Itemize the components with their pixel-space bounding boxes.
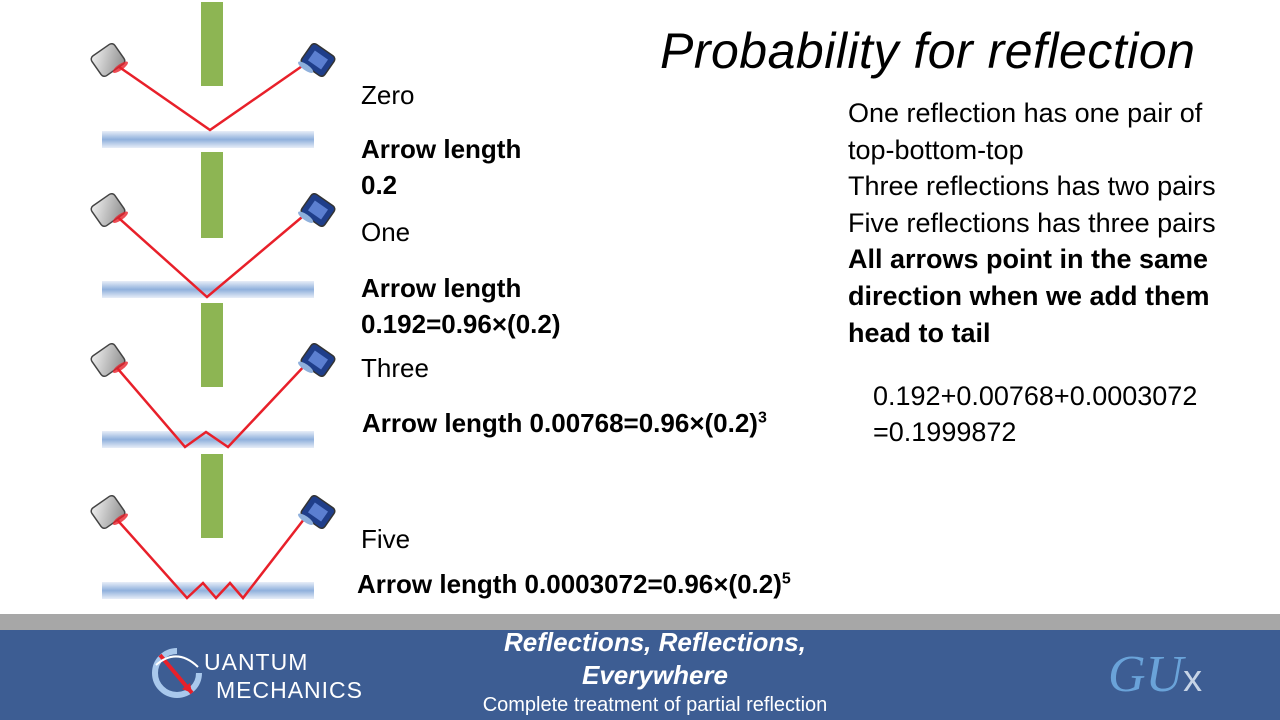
light-source-icon (90, 42, 128, 78)
light-ray (111, 361, 309, 449)
glass-layer (102, 431, 314, 448)
glass-layer (102, 281, 314, 298)
light-ray (111, 211, 309, 299)
conclusion-line: head to tail (848, 317, 991, 348)
arrow-length-value: 0.2 (361, 170, 398, 200)
arrow-length-value: 0.192=0.96×(0.2) (361, 309, 561, 339)
logo-line: UANTUM (204, 649, 309, 675)
barrier (201, 303, 223, 387)
exponent: 3 (757, 409, 767, 427)
arrow-length-heading: Arrow length (361, 273, 522, 303)
detector-icon (298, 42, 336, 78)
barrier (201, 2, 223, 86)
sum-equation: 0.192+0.00768+0.0003072 =0.1999872 (873, 378, 1197, 450)
case-label-zero: Zero (361, 80, 415, 110)
arrow-length-five: Arrow length 0.0003072=0.96×(0.2)5 (357, 569, 791, 600)
detector-icon (298, 192, 336, 228)
arrow-length-one: Arrow length 0.192=0.96×(0.2) (361, 270, 561, 342)
barrier (201, 152, 223, 238)
lecture-title-line: Everywhere (582, 660, 728, 690)
lecture-title: Reflections, Reflections, Everywhere (440, 626, 870, 692)
setup-one (90, 152, 336, 299)
arrow-length-three: Arrow length 0.00768=0.96×(0.2)3 (362, 408, 767, 439)
gux-logo: GUx (1108, 645, 1202, 704)
arrow-length-heading: Arrow length (361, 134, 522, 164)
lecture-title-line: Reflections, Reflections, (504, 627, 806, 657)
case-label-five: Five (361, 524, 411, 554)
explanation-line: Three reflections has two pairs (848, 171, 1216, 202)
explanation-line: One reflection has one pair of (848, 98, 1203, 128)
footer-bar (0, 630, 1280, 720)
light-ray (111, 60, 309, 132)
barrier (201, 454, 223, 538)
lecture-subtitle: Complete treatment of partial reflection (482, 694, 828, 716)
detector-icon (298, 342, 336, 378)
setup-five (90, 454, 336, 600)
explanation-line: top-bottom-top (848, 134, 1024, 165)
glass-layer (102, 131, 314, 148)
sum-line: 0.192+0.00768+0.0003072 (873, 381, 1198, 411)
explanation-line: Five reflections has three pairs (848, 207, 1216, 238)
slide-title: Probability for reflection (660, 23, 1196, 79)
light-source-icon (90, 494, 128, 530)
exponent: 5 (781, 570, 791, 588)
arrow-length-formula: Arrow length 0.00768=0.96×(0.2) (362, 408, 758, 438)
arrow-length-zero: Arrow length 0.2 (361, 131, 521, 203)
reflection-diagram (90, 2, 336, 600)
logo-line: MECHANICS (216, 677, 364, 703)
light-source-icon (90, 192, 128, 228)
gux-logo-x: x (1183, 658, 1203, 700)
setup-three (90, 303, 336, 449)
light-ray (111, 513, 309, 600)
conclusion-line: direction when we add them (848, 280, 1210, 311)
light-source-icon (90, 342, 128, 378)
case-label-one: One (361, 217, 411, 247)
setup-zero (90, 2, 336, 148)
detector-icon (298, 494, 336, 530)
arrow-length-formula: Arrow length 0.0003072=0.96×(0.2) (357, 569, 782, 599)
explanation-text: One reflection has one pair of top-botto… (848, 95, 1278, 351)
footer-stripe (0, 614, 1280, 630)
case-label-three: Three (361, 353, 429, 383)
sum-result: =0.1999872 (873, 417, 1017, 447)
conclusion-line: All arrows point in the same (848, 244, 1209, 275)
gux-logo-main: GU (1108, 646, 1184, 703)
quantum-mechanics-logo: UANTUM MECHANICS (204, 648, 363, 704)
quantum-logo-icon (152, 648, 202, 698)
